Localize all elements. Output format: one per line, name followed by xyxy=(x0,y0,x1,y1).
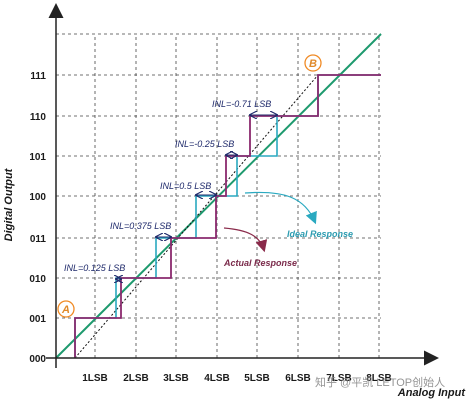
x-tick-label: 1LSB xyxy=(82,373,108,384)
y-tick-label: 100 xyxy=(29,192,46,203)
marker-b-label: B xyxy=(309,58,317,70)
x-tick-label: 5LSB xyxy=(244,373,270,384)
x-tick-labels: 1LSB 2LSB 3LSB 4LSB 5LSB 6LSB 7LSB 8LSB xyxy=(82,373,392,384)
inl-label: INL=0.125 LSB xyxy=(64,263,125,273)
x-tick-label: 2LSB xyxy=(123,373,149,384)
inl-label: INL=-0.25 LSB xyxy=(175,139,234,149)
inl-label: INL=0.5 LSB xyxy=(160,181,211,191)
ideal-response-callout: Ideal Response xyxy=(244,191,353,239)
x-tick-label: 8LSB xyxy=(366,373,392,384)
y-tick-labels: 000 001 010 011 100 101 110 111 xyxy=(29,71,46,365)
watermark: 知乎 @平凯 LETOP创始人 xyxy=(315,375,445,389)
marker-a-label: A xyxy=(61,304,70,316)
y-tick-label: 111 xyxy=(30,71,46,82)
actual-staircase xyxy=(74,74,381,358)
marker-a: A xyxy=(57,300,75,318)
x-tick-label: 7LSB xyxy=(326,373,352,384)
inl-annotation-3: INL=0.5 LSB xyxy=(160,181,216,195)
x-tick-label: 3LSB xyxy=(163,373,189,384)
x-tick-label: 4LSB xyxy=(204,373,230,384)
inl-label: INL=0.375 LSB xyxy=(110,221,171,231)
marker-b: B xyxy=(304,54,322,72)
y-tick-label: 010 xyxy=(29,274,46,285)
y-tick-label: 001 xyxy=(29,314,46,325)
ideal-response-label: Ideal Response xyxy=(287,229,353,239)
y-tick-label: 110 xyxy=(30,112,47,123)
inl-annotation-2: INL=0.375 LSB xyxy=(110,221,171,237)
x-tick-label: 6LSB xyxy=(285,373,311,384)
y-tick-label: 011 xyxy=(30,234,47,245)
inl-label: INL=-0.71 LSB xyxy=(212,99,271,109)
inl-annotation-5: INL=-0.71 LSB xyxy=(212,99,277,115)
y-tick-label: 000 xyxy=(29,354,46,365)
inl-annotation-4: INL=-0.25 LSB xyxy=(175,139,237,155)
inl-annotation-1: INL=0.125 LSB xyxy=(64,263,125,279)
y-tick-label: 101 xyxy=(29,152,46,163)
actual-response-label: Actual Response xyxy=(223,258,297,268)
y-axis-title: Digital Output xyxy=(3,167,15,241)
actual-response-callout: Actual Response xyxy=(223,227,297,268)
x-axis-title: Analog Input xyxy=(397,387,467,399)
dashed-grid xyxy=(56,33,381,358)
